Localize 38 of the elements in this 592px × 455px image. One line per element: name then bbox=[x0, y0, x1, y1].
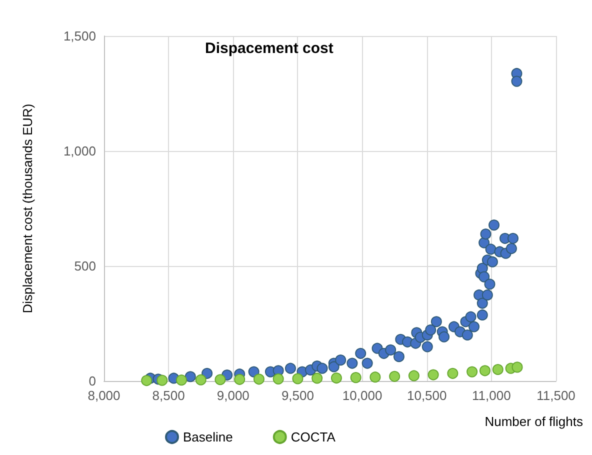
point bbox=[447, 368, 458, 379]
y-tick-label: 1,500 bbox=[63, 28, 96, 44]
point bbox=[350, 372, 362, 384]
point bbox=[466, 366, 478, 378]
x-tick-label: 8,500 bbox=[152, 388, 185, 403]
legend-label: COCTA bbox=[290, 430, 336, 444]
x-tick-label: 10,000 bbox=[342, 388, 382, 403]
y-tick-label: 1,000 bbox=[63, 144, 96, 158]
point bbox=[292, 373, 304, 384]
point bbox=[272, 373, 284, 384]
x-tick-label: 9,500 bbox=[281, 388, 314, 403]
x-axis-title: Number of flights bbox=[484, 414, 584, 429]
point bbox=[234, 374, 246, 385]
point bbox=[479, 365, 490, 376]
point bbox=[389, 370, 400, 382]
y-tick-label: 500 bbox=[74, 258, 96, 274]
point bbox=[370, 372, 381, 383]
point bbox=[195, 374, 206, 386]
y-axis-title: Displacement cost (thousands EUR) bbox=[20, 104, 35, 314]
chart-title: Dispacement cost bbox=[205, 40, 334, 57]
point bbox=[408, 370, 420, 382]
point bbox=[312, 372, 323, 384]
legend-label: Baseline bbox=[183, 430, 233, 444]
point bbox=[330, 372, 342, 384]
point bbox=[428, 369, 439, 380]
point bbox=[156, 374, 168, 386]
point bbox=[253, 374, 264, 385]
x-tick-label: 10,500 bbox=[406, 388, 447, 403]
x-tick-label: 11,500 bbox=[536, 388, 576, 403]
point bbox=[214, 374, 226, 386]
point bbox=[176, 374, 187, 386]
x-tick-label: 11,000 bbox=[472, 388, 511, 403]
point bbox=[512, 362, 523, 373]
x-tick-label: 9,000 bbox=[216, 388, 250, 403]
y-tick-label: 0 bbox=[88, 374, 96, 388]
point bbox=[141, 375, 152, 386]
point bbox=[492, 364, 504, 375]
x-tick-label: 8,000 bbox=[88, 388, 120, 403]
